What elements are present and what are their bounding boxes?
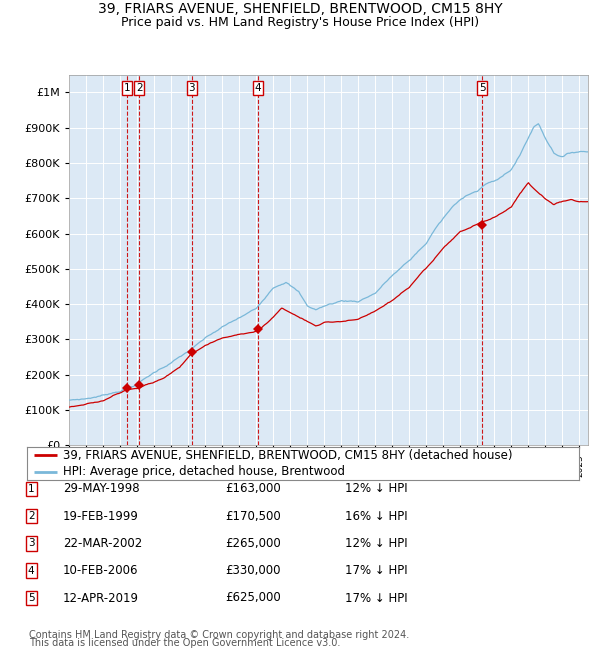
Text: 29-MAY-1998: 29-MAY-1998 — [63, 482, 140, 495]
Text: 22-MAR-2002: 22-MAR-2002 — [63, 537, 142, 550]
Text: 2: 2 — [28, 511, 35, 521]
Text: £265,000: £265,000 — [225, 537, 281, 550]
Text: Price paid vs. HM Land Registry's House Price Index (HPI): Price paid vs. HM Land Registry's House … — [121, 16, 479, 29]
Text: £170,500: £170,500 — [225, 510, 281, 523]
Text: 5: 5 — [28, 593, 35, 603]
Text: 3: 3 — [188, 83, 195, 93]
Text: 12-APR-2019: 12-APR-2019 — [63, 592, 139, 604]
Text: 1: 1 — [28, 484, 35, 494]
Text: 39, FRIARS AVENUE, SHENFIELD, BRENTWOOD, CM15 8HY (detached house): 39, FRIARS AVENUE, SHENFIELD, BRENTWOOD,… — [63, 448, 512, 461]
Text: This data is licensed under the Open Government Licence v3.0.: This data is licensed under the Open Gov… — [29, 638, 340, 648]
Text: HPI: Average price, detached house, Brentwood: HPI: Average price, detached house, Bren… — [63, 465, 345, 478]
Text: 39, FRIARS AVENUE, SHENFIELD, BRENTWOOD, CM15 8HY: 39, FRIARS AVENUE, SHENFIELD, BRENTWOOD,… — [98, 2, 502, 16]
Text: 4: 4 — [255, 83, 262, 93]
Text: 19-FEB-1999: 19-FEB-1999 — [63, 510, 139, 523]
Text: 1: 1 — [124, 83, 130, 93]
Text: Contains HM Land Registry data © Crown copyright and database right 2024.: Contains HM Land Registry data © Crown c… — [29, 630, 409, 640]
Text: 4: 4 — [28, 566, 35, 576]
Text: 12% ↓ HPI: 12% ↓ HPI — [345, 537, 407, 550]
Text: 17% ↓ HPI: 17% ↓ HPI — [345, 564, 407, 577]
Text: £625,000: £625,000 — [225, 592, 281, 604]
Text: £163,000: £163,000 — [225, 482, 281, 495]
Text: 12% ↓ HPI: 12% ↓ HPI — [345, 482, 407, 495]
Text: £330,000: £330,000 — [225, 564, 281, 577]
Text: 10-FEB-2006: 10-FEB-2006 — [63, 564, 139, 577]
Text: 2: 2 — [136, 83, 143, 93]
Text: 5: 5 — [479, 83, 485, 93]
Text: 3: 3 — [28, 538, 35, 549]
Text: 16% ↓ HPI: 16% ↓ HPI — [345, 510, 407, 523]
Text: 17% ↓ HPI: 17% ↓ HPI — [345, 592, 407, 604]
